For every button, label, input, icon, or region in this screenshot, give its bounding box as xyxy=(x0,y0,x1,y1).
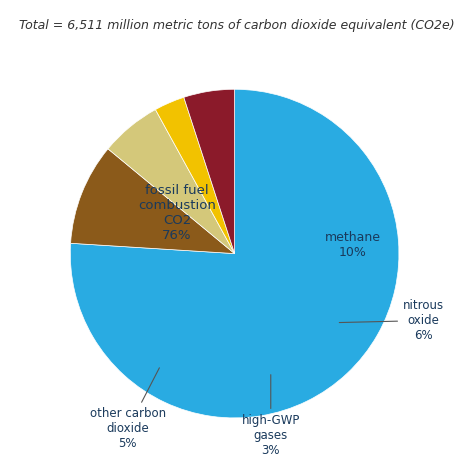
Wedge shape xyxy=(108,109,235,254)
Text: high-GWP
gases
3%: high-GWP gases 3% xyxy=(242,374,300,457)
Text: other carbon
dioxide
5%: other carbon dioxide 5% xyxy=(90,368,166,450)
Wedge shape xyxy=(155,97,235,254)
Text: methane
10%: methane 10% xyxy=(325,231,381,259)
Wedge shape xyxy=(71,149,235,254)
Wedge shape xyxy=(70,89,399,418)
Wedge shape xyxy=(184,89,235,254)
Text: Total = 6,511 million metric tons of carbon dioxide equivalent (CO2e): Total = 6,511 million metric tons of car… xyxy=(19,19,455,32)
Text: fossil fuel
combustion
CO2
76%: fossil fuel combustion CO2 76% xyxy=(138,183,216,242)
Text: nitrous
oxide
6%: nitrous oxide 6% xyxy=(339,299,444,342)
